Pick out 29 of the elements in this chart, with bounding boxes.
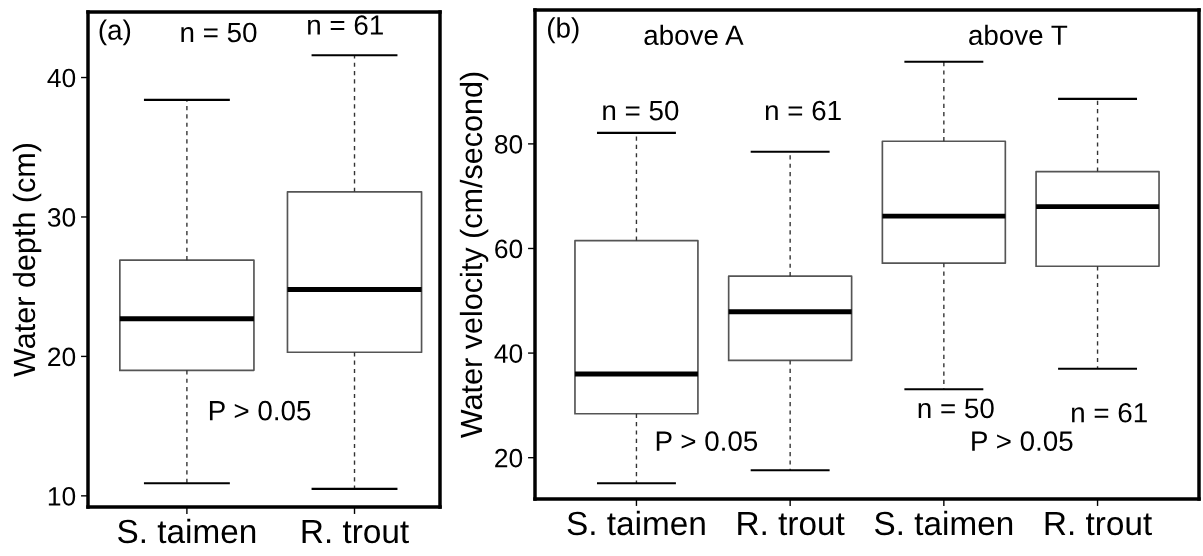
annotation: P > 0.05 bbox=[209, 400, 311, 421]
y-tick-label: 60 bbox=[495, 239, 523, 259]
x-tick-label: R. trout bbox=[738, 512, 845, 536]
y-axis-title: Water depth (cm) bbox=[12, 143, 42, 377]
y-tick-label: 80 bbox=[494, 135, 523, 154]
y-tick-label: 20 bbox=[495, 448, 523, 468]
x-tick-label: S. taimen bbox=[567, 510, 705, 536]
y-tick-label: 10 bbox=[48, 486, 76, 506]
annotation: n = 61 bbox=[1072, 402, 1147, 423]
x-tick-label: R. trout bbox=[1045, 512, 1152, 536]
y-tick-label: 20 bbox=[48, 347, 76, 367]
annotation: P > 0.05 bbox=[972, 431, 1073, 451]
annotation: (b) bbox=[548, 17, 579, 44]
y-axis-title: Water velocity (cm/second) bbox=[459, 72, 489, 439]
annotation: n = 61 bbox=[308, 15, 383, 35]
y-tick-label: 30 bbox=[47, 208, 76, 227]
annotation: n = 61 bbox=[765, 100, 841, 121]
annotation: P > 0.05 bbox=[656, 431, 758, 451]
annotation: (a) bbox=[99, 19, 131, 46]
annotation: n = 50 bbox=[181, 22, 257, 43]
annotation: n = 50 bbox=[918, 398, 994, 419]
annotation: above T bbox=[969, 24, 1068, 46]
annotation: above A bbox=[644, 24, 744, 46]
x-tick-label: R. trout bbox=[302, 520, 409, 544]
x-tick-label: S. taimen bbox=[118, 518, 256, 544]
y-tick-label: 40 bbox=[494, 344, 523, 363]
x-tick-label: S. taimen bbox=[874, 510, 1013, 536]
y-tick-label: 40 bbox=[47, 68, 76, 88]
annotation: n = 50 bbox=[603, 100, 679, 121]
